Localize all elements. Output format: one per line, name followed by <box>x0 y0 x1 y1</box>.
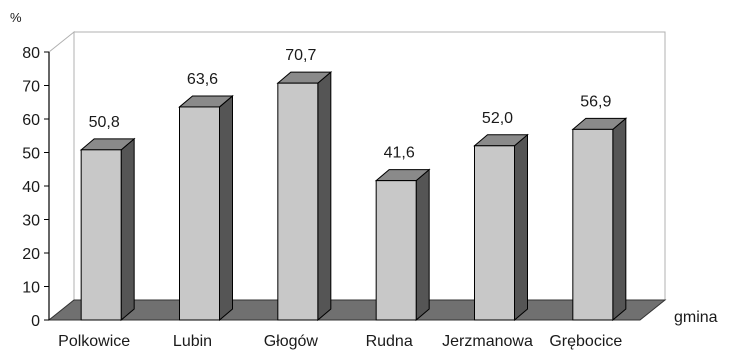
bar-side <box>219 94 233 322</box>
y-tick-label: 0 <box>31 313 40 330</box>
bar-front <box>572 128 614 321</box>
data-label: 70,7 <box>285 47 316 64</box>
bar <box>276 71 333 322</box>
bar <box>473 133 529 322</box>
bar-side <box>612 117 627 322</box>
y-tick-label: 50 <box>22 146 40 163</box>
y-tick-label: 80 <box>22 45 40 62</box>
bars: 50,8 Polkowice 63,6 Lubin 70,7 Głogów 41,6 Rudn… <box>58 47 628 350</box>
back-wall <box>73 31 666 301</box>
bar-front <box>179 106 220 321</box>
bar-side <box>514 133 528 322</box>
y-tick-label: 40 <box>22 179 40 196</box>
y-tick-label: 20 <box>22 246 40 263</box>
y-tick-label: 30 <box>22 213 40 230</box>
x-tick-label: Polkowice <box>58 333 130 350</box>
bar <box>178 94 234 322</box>
bar <box>79 137 136 322</box>
bar-side <box>120 137 135 322</box>
y-axis-label: % <box>10 10 22 25</box>
bar-front <box>474 145 515 321</box>
y-axis: 0 10 20 30 40 50 60 70 80 <box>22 45 50 330</box>
x-tick-label: Lubin <box>173 333 212 350</box>
y-tick-label: 10 <box>22 280 40 297</box>
bar-side <box>317 71 332 322</box>
side-wall <box>48 30 75 322</box>
x-tick-label: Głogów <box>264 333 319 350</box>
data-label: 52,0 <box>482 110 513 127</box>
y-tick-label: 60 <box>22 112 40 129</box>
x-tick-label: Rudna <box>366 333 413 350</box>
x-tick-label: Grębocice <box>549 333 622 350</box>
bar <box>374 168 431 322</box>
data-label: 63,6 <box>187 71 218 88</box>
x-tick-label: Jerzmanowa <box>442 333 533 350</box>
bar-front <box>375 180 417 321</box>
data-label: 56,9 <box>580 93 611 110</box>
bar <box>571 117 628 322</box>
y-tick-label: 70 <box>22 79 40 96</box>
bar-side <box>415 168 430 322</box>
data-label: 41,6 <box>384 145 415 162</box>
bar-front <box>277 82 319 321</box>
data-label: 50,8 <box>89 114 120 131</box>
chart-frame <box>47 30 667 322</box>
bar-front <box>80 149 122 321</box>
x-axis-label: gmina <box>674 309 718 326</box>
